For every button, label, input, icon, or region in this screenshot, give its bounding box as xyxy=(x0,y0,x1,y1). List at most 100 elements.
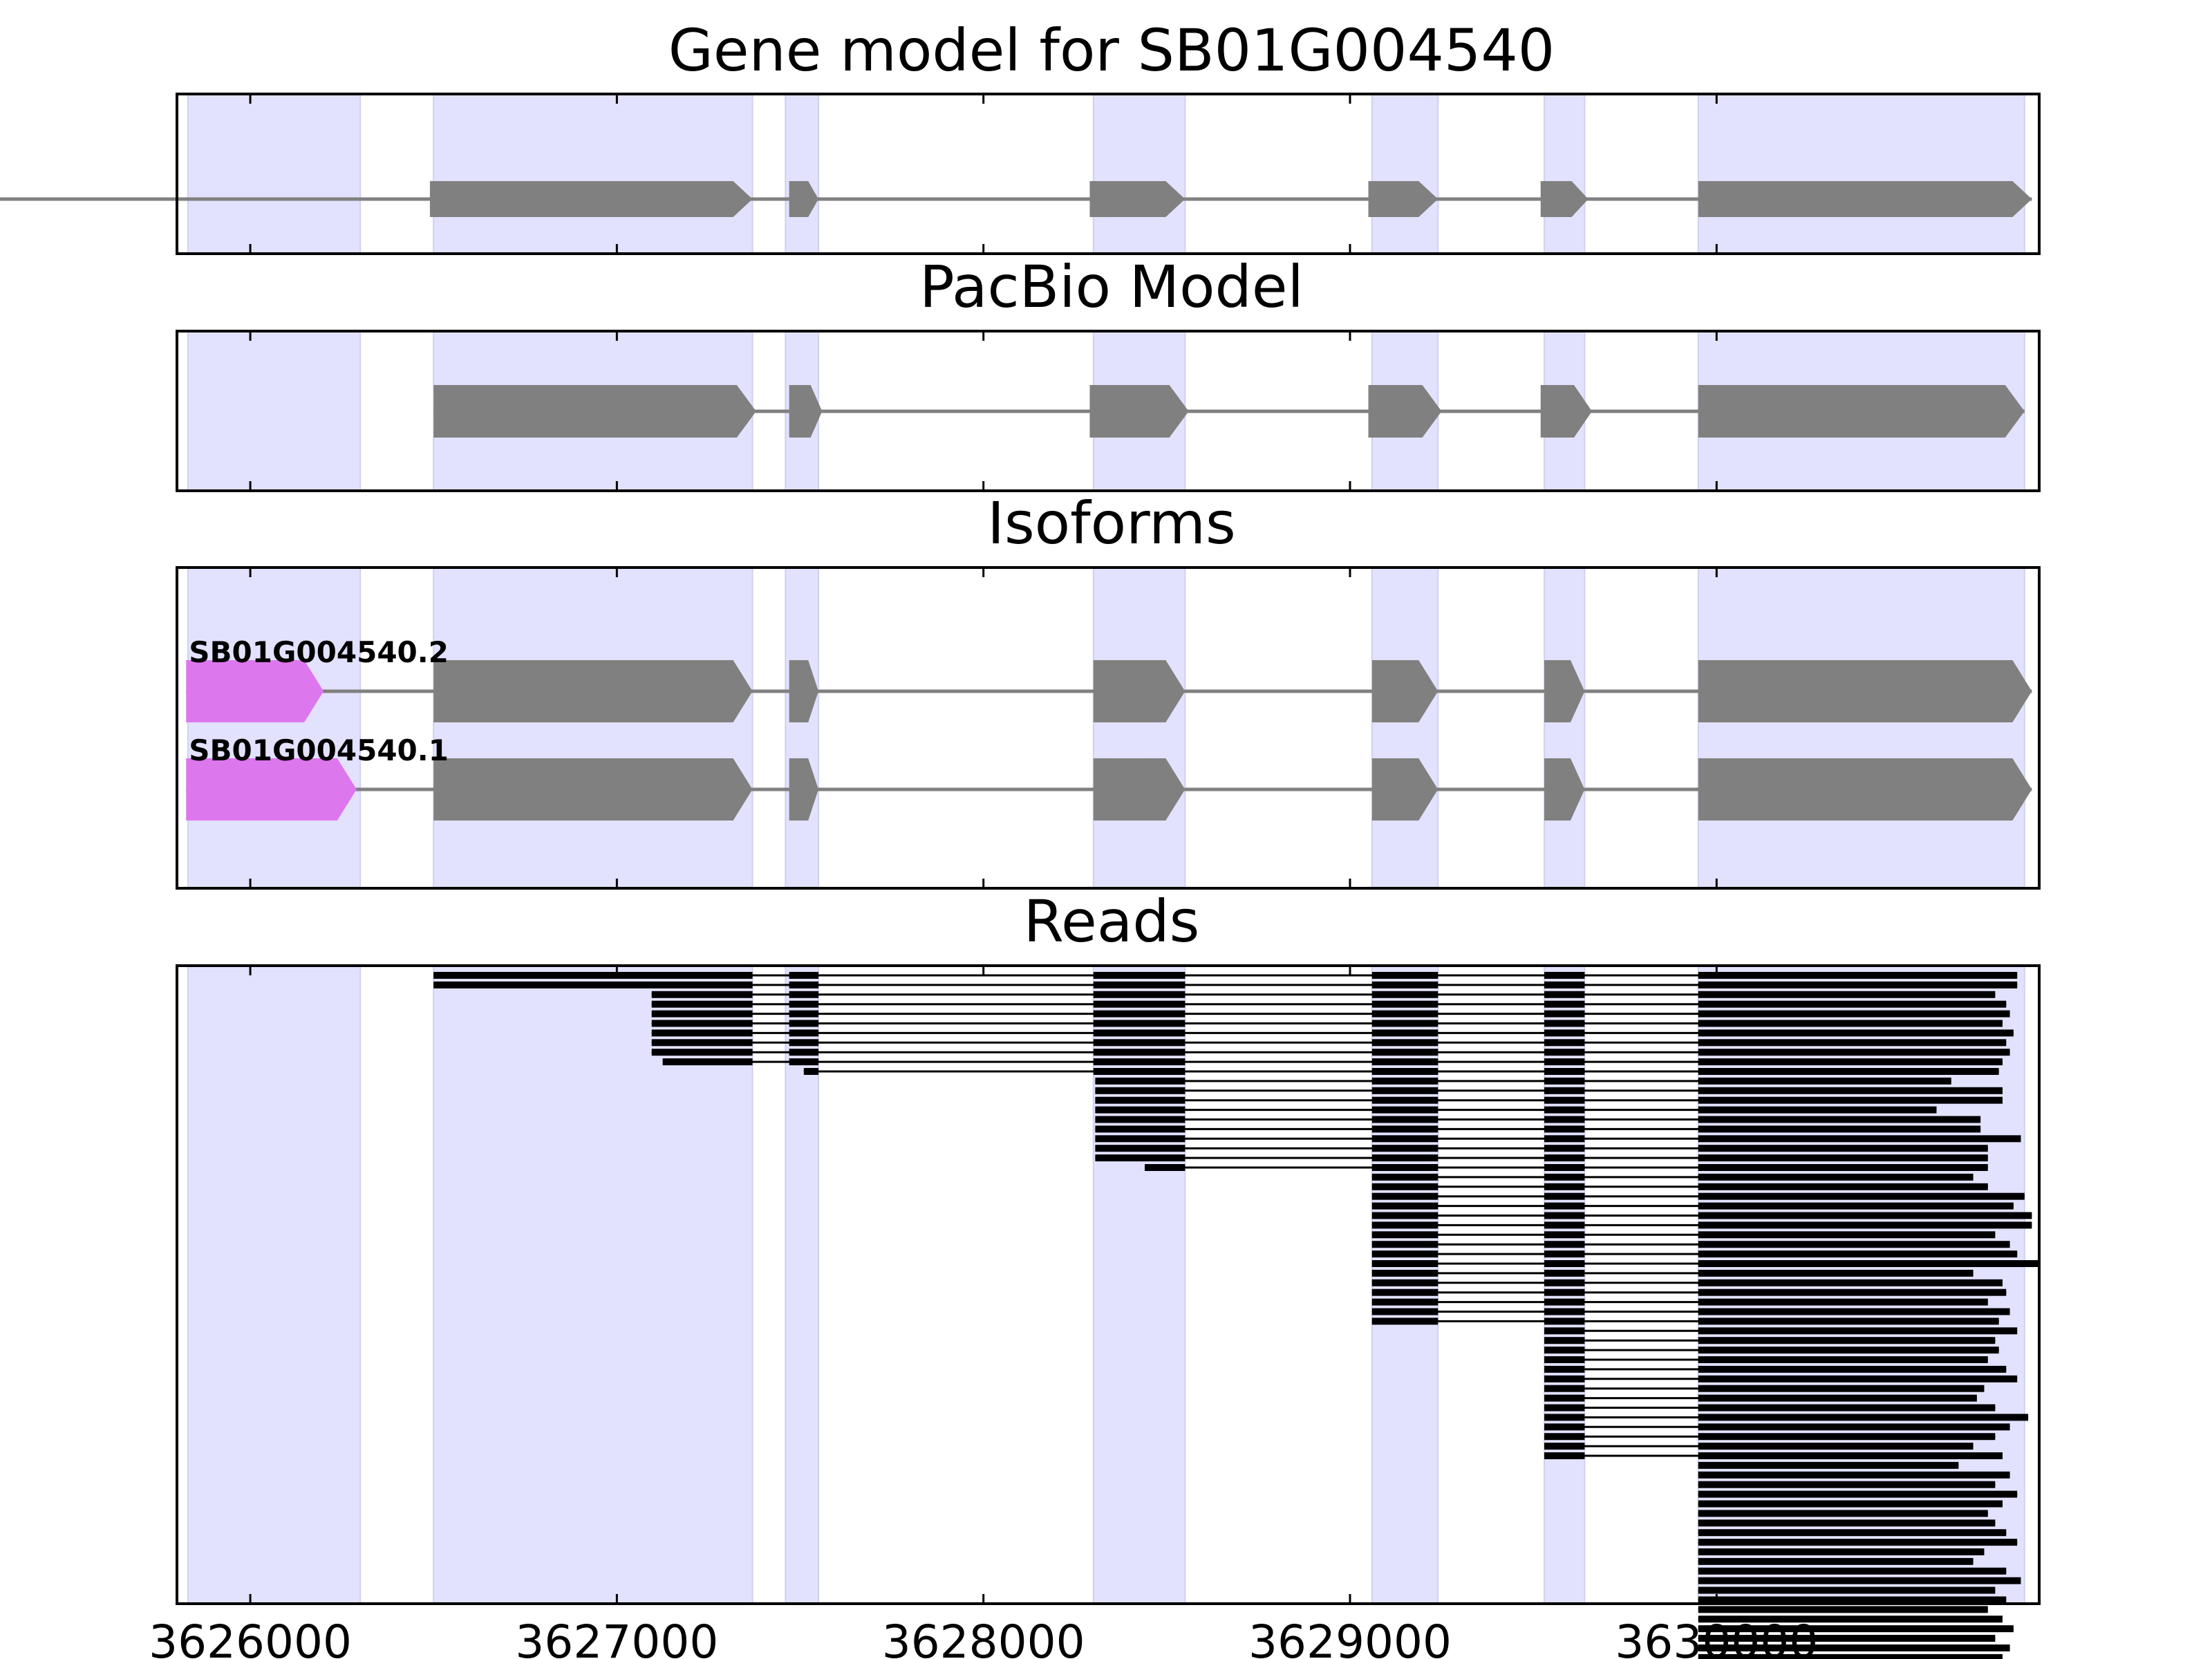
read-block-68-0 xyxy=(1698,1625,2014,1633)
panel-frame-0 xyxy=(176,93,2041,255)
exon-isoform-0-5 xyxy=(1698,660,2032,722)
read-block-12-2 xyxy=(1544,1087,1585,1094)
read-block-9-5 xyxy=(1698,1058,2003,1066)
utr-exon-isoform-0 xyxy=(186,660,324,722)
read-block-35-1 xyxy=(1544,1308,1585,1315)
shaded-region-1-0 xyxy=(187,330,362,491)
read-block-32-2 xyxy=(1698,1279,2003,1286)
read-block-65-0 xyxy=(1698,1596,2007,1604)
read-block-28-1 xyxy=(1544,1241,1585,1248)
read-block-0-4 xyxy=(1544,972,1585,979)
read-block-10-0 xyxy=(803,1068,819,1075)
read-block-35-0 xyxy=(1371,1308,1438,1315)
exon-pacbio-5 xyxy=(1698,385,2025,438)
read-block-56-0 xyxy=(1698,1510,1988,1517)
read-block-58-0 xyxy=(1698,1529,2007,1537)
read-block-42-0 xyxy=(1544,1375,1585,1382)
read-block-4-0 xyxy=(651,1010,753,1018)
read-block-66-0 xyxy=(1698,1606,1988,1613)
read-block-59-0 xyxy=(1698,1539,2018,1546)
read-block-43-1 xyxy=(1698,1385,1985,1392)
read-block-1-0 xyxy=(433,981,753,988)
exon-pacbio-2 xyxy=(1089,385,1189,438)
read-block-25-1 xyxy=(1544,1212,1585,1219)
read-block-12-0 xyxy=(1095,1087,1185,1094)
read-block-0-3 xyxy=(1371,972,1438,979)
reads-title: Reads xyxy=(1024,888,1200,955)
read-block-8-3 xyxy=(1371,1049,1438,1056)
pacbio-model-panel xyxy=(176,330,2041,492)
exon-pacbio-4 xyxy=(1540,385,1593,438)
read-block-15-0 xyxy=(1095,1116,1185,1123)
read-block-32-1 xyxy=(1544,1279,1585,1286)
read-block-24-2 xyxy=(1698,1202,2014,1210)
read-block-19-3 xyxy=(1698,1154,1988,1162)
read-block-14-3 xyxy=(1698,1106,1937,1114)
read-block-2-0 xyxy=(651,991,753,998)
shaded-region-0-1 xyxy=(433,93,753,254)
exon-isoform-0-1 xyxy=(789,660,819,722)
read-block-0-1 xyxy=(789,972,819,979)
read-block-5-3 xyxy=(1371,1020,1438,1027)
read-block-33-0 xyxy=(1371,1288,1438,1296)
read-block-9-2 xyxy=(1093,1058,1185,1066)
read-block-2-4 xyxy=(1544,991,1585,998)
read-block-35-2 xyxy=(1698,1308,2010,1315)
exon-isoform-0-2 xyxy=(1093,660,1185,722)
exon-isoform-0-3 xyxy=(1371,660,1438,722)
read-block-69-0 xyxy=(1698,1635,1996,1642)
read-block-2-5 xyxy=(1698,991,1996,998)
utr-exon-isoform-1 xyxy=(186,758,357,821)
read-block-40-1 xyxy=(1698,1356,1988,1363)
read-block-23-1 xyxy=(1544,1192,1585,1200)
read-block-19-0 xyxy=(1095,1154,1185,1162)
x-tick-label-4: 3630000 xyxy=(1615,1615,1818,1659)
read-block-18-3 xyxy=(1698,1145,1988,1152)
read-block-23-0 xyxy=(1371,1192,1438,1200)
read-block-46-0 xyxy=(1544,1414,1585,1421)
isoform-label-0: SB01G004540.2 xyxy=(189,635,449,669)
read-block-12-1 xyxy=(1371,1087,1438,1094)
read-block-4-3 xyxy=(1371,1010,1438,1018)
read-block-13-0 xyxy=(1095,1096,1185,1104)
exon-isoform-1-4 xyxy=(1544,758,1585,821)
read-block-50-0 xyxy=(1544,1452,1585,1459)
read-block-29-1 xyxy=(1544,1250,1585,1258)
read-block-1-1 xyxy=(789,981,819,988)
panel-frame-3 xyxy=(176,964,2041,1605)
x-tick-label-0: 3626000 xyxy=(149,1615,352,1659)
shaded-region-2-0 xyxy=(187,567,362,889)
read-block-7-5 xyxy=(1698,1039,2007,1047)
shaded-region-0-6 xyxy=(1697,93,2025,254)
read-block-10-3 xyxy=(1544,1068,1585,1075)
exon-pacbio-3 xyxy=(1368,385,1442,438)
shaded-region-2-5 xyxy=(1544,567,1586,889)
shaded-region-3-0 xyxy=(187,965,362,1604)
exon-pacbio-0 xyxy=(433,385,756,438)
gene-model-title: Gene model for SB01G004540 xyxy=(668,17,1555,84)
exon-pacbio-1 xyxy=(789,385,823,438)
read-block-6-4 xyxy=(1544,1029,1585,1037)
read-block-12-3 xyxy=(1698,1087,2003,1094)
read-block-5-5 xyxy=(1698,1020,2003,1027)
read-block-4-4 xyxy=(1544,1010,1585,1018)
read-block-33-1 xyxy=(1544,1288,1585,1296)
read-block-20-2 xyxy=(1544,1164,1585,1171)
read-block-48-0 xyxy=(1544,1433,1585,1441)
exon-gene-2 xyxy=(1089,181,1185,217)
read-block-26-2 xyxy=(1698,1221,2032,1229)
read-block-16-0 xyxy=(1095,1125,1185,1133)
read-block-6-1 xyxy=(789,1029,819,1037)
read-block-45-0 xyxy=(1544,1404,1585,1412)
read-block-27-2 xyxy=(1698,1231,1996,1239)
exon-isoform-1-2 xyxy=(1093,758,1185,821)
read-block-53-0 xyxy=(1698,1481,1996,1488)
x-tick-label-2: 3628000 xyxy=(882,1615,1085,1659)
read-block-19-1 xyxy=(1371,1154,1438,1162)
exon-gene-5 xyxy=(1698,181,2032,217)
read-block-41-1 xyxy=(1698,1365,2007,1373)
read-block-8-5 xyxy=(1698,1049,2010,1056)
read-block-5-2 xyxy=(1093,1020,1185,1027)
read-block-27-1 xyxy=(1544,1231,1585,1239)
read-block-17-0 xyxy=(1095,1135,1185,1143)
